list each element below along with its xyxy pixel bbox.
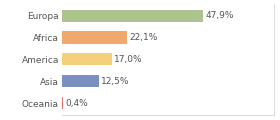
Text: 12,5%: 12,5%	[101, 77, 129, 86]
Bar	[62, 10, 203, 22]
Bar	[62, 97, 63, 109]
Bar	[62, 53, 112, 65]
Text: 22,1%: 22,1%	[129, 33, 158, 42]
Text: 47,9%: 47,9%	[206, 11, 234, 20]
Bar	[62, 31, 127, 44]
Bar	[62, 75, 99, 87]
Text: 0,4%: 0,4%	[65, 99, 88, 108]
Text: 17,0%: 17,0%	[114, 55, 143, 64]
